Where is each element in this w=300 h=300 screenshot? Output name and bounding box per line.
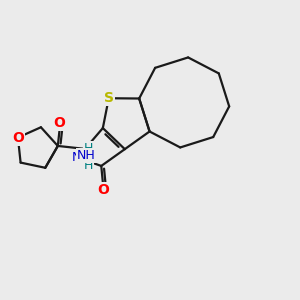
Text: O: O — [53, 116, 65, 130]
Text: O: O — [12, 130, 24, 145]
Text: H: H — [84, 142, 93, 155]
Text: N: N — [71, 151, 81, 164]
Text: O: O — [98, 183, 109, 197]
Text: H: H — [84, 159, 93, 172]
Text: NH: NH — [77, 149, 96, 162]
Text: S: S — [104, 91, 114, 105]
